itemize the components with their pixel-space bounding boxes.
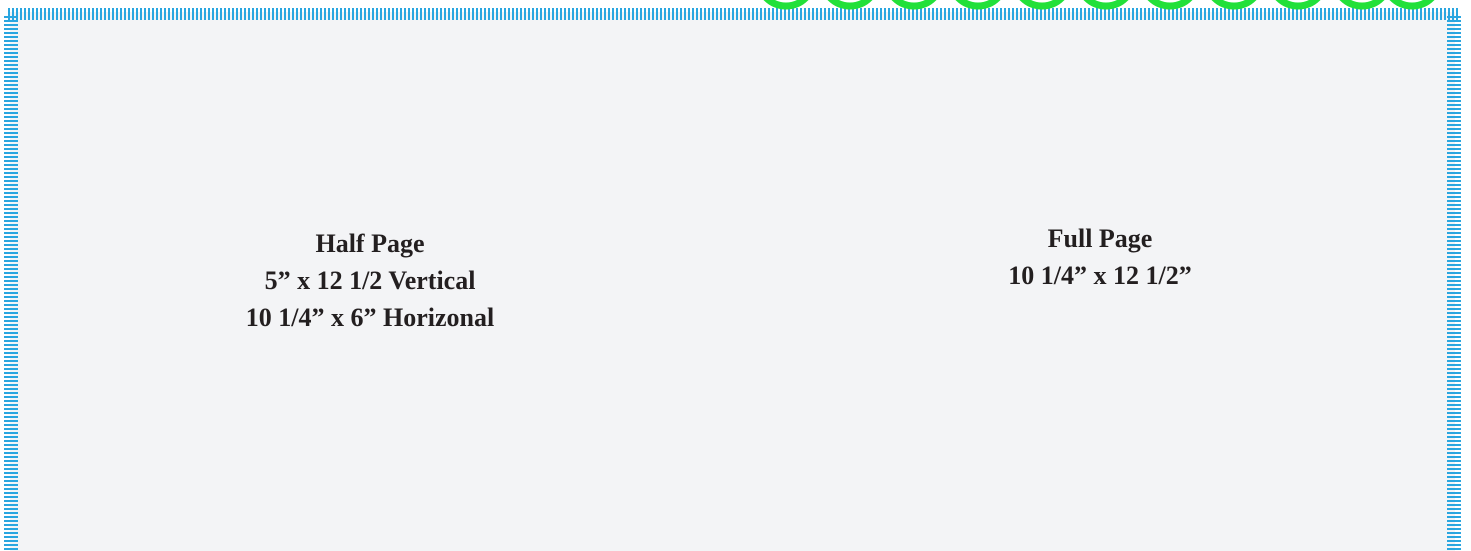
right-border — [1447, 16, 1461, 551]
text-line: 5” x 12 1/2 Vertical — [264, 266, 476, 295]
text-block: Half Page 5” x 12 1/2 Vertical 10 1/4” x 6… — [170, 225, 570, 336]
top-border — [8, 8, 1460, 20]
text-line: Half Page — [315, 229, 425, 258]
text-line: Full Page — [1047, 224, 1153, 253]
text-block: Full Page 10 1/4” x 12 1/2” — [900, 220, 1300, 294]
decoration — [763, 0, 1435, 10]
text-line: 10 1/4” x 6” Horizonal — [245, 303, 495, 332]
text-line: 10 1/4” x 12 1/2” — [1008, 261, 1192, 290]
panel — [10, 12, 1455, 551]
left-border — [4, 16, 18, 551]
